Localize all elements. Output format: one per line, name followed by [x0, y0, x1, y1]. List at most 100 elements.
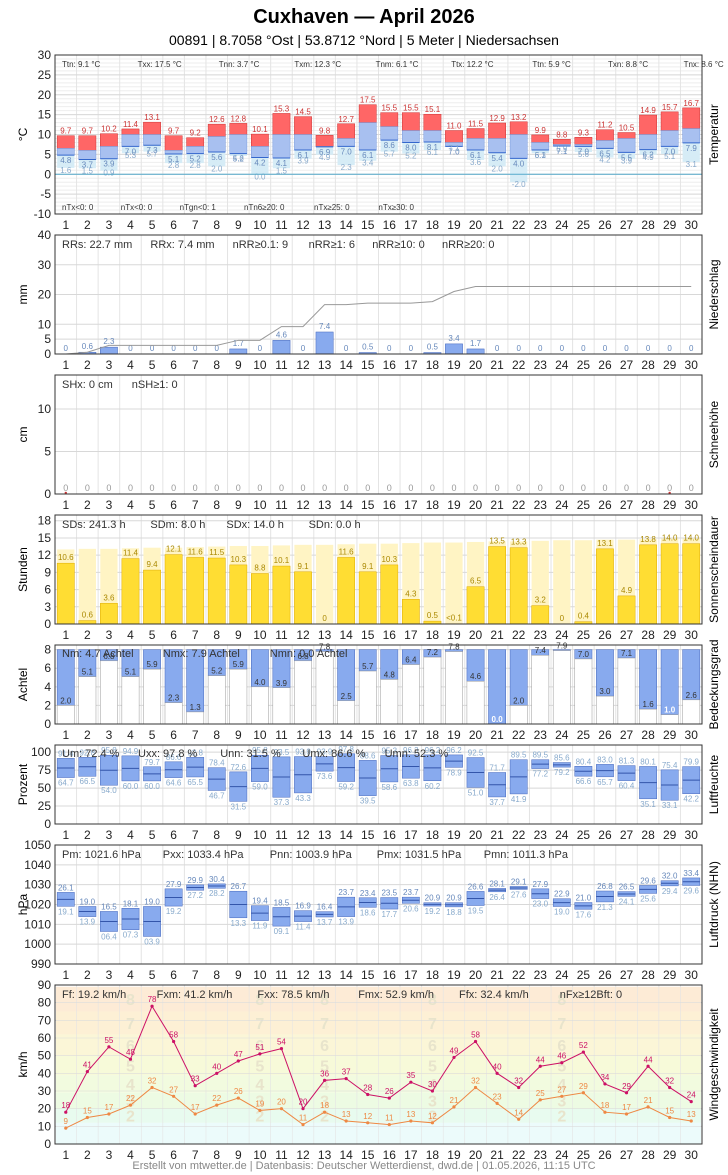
wind-point-fx	[430, 1089, 435, 1093]
tx-value-label: 12.7	[338, 115, 354, 124]
bar-sd	[337, 557, 356, 625]
x-tick-label: 4	[127, 728, 134, 742]
wind-value-label: 34	[600, 1073, 609, 1082]
stat-label: Pxx: 1033.4 hPa	[163, 849, 245, 861]
tn-value-label: 4.0	[513, 159, 525, 168]
y-tick-label: 10	[38, 128, 52, 142]
beaufort-label: 3	[320, 1094, 329, 1111]
rr-sum-line	[65, 285, 692, 355]
beaufort-label: 8	[320, 992, 329, 1009]
x-tick-label: 5	[149, 1148, 156, 1162]
stat-label: nTn6≥20: 0	[244, 203, 285, 212]
wind-value-label: 26	[385, 1087, 394, 1096]
x-tick-label: 11	[275, 968, 288, 982]
x-tick-label: 30	[685, 358, 699, 372]
px-value-label: 22.9	[554, 890, 570, 899]
y-tick-label: 10	[38, 317, 52, 331]
x-tick-label: 1	[62, 218, 69, 232]
stat-label: nRR≥0.1: 9	[233, 239, 289, 251]
y-tick-label: 20	[38, 88, 52, 102]
tgn-value-label: 2.3	[341, 163, 353, 172]
x-tick-label: 22	[512, 728, 526, 742]
x-tick-label: 22	[512, 218, 526, 232]
x-tick-label: 28	[641, 828, 655, 842]
x-tick-label: 27	[620, 218, 634, 232]
y-tick-label: 990	[31, 957, 51, 971]
y-tick-label: 0	[44, 717, 51, 731]
bar-tn	[100, 158, 118, 171]
tgn-value-label: 5.3	[535, 151, 547, 160]
cloud-value-label: 2.0	[513, 696, 525, 705]
stat-label: SDs: 241.3 h	[62, 519, 126, 531]
wind-point-fx	[128, 1057, 133, 1061]
x-tick-label: 4	[127, 968, 134, 982]
pn-value-label: 19.1	[58, 907, 74, 916]
rr-value-label: 1.7	[470, 339, 482, 348]
wind-value-label: 52	[579, 1041, 588, 1050]
rr-value-label: 0.5	[427, 343, 439, 352]
cloud-value-label: 5.1	[82, 668, 94, 677]
x-tick-label: 17	[404, 1148, 418, 1162]
wind-point-fx	[409, 1080, 413, 1084]
x-tick-label: 26	[598, 498, 612, 512]
tx-value-label: 15.7	[662, 103, 678, 112]
x-tick-label: 10	[253, 968, 267, 982]
bar-tm	[207, 136, 226, 153]
bar-clear-sky	[574, 658, 593, 725]
x-tick-label: 21	[490, 968, 504, 982]
pn-value-label: 21.3	[597, 903, 613, 912]
tgn-value-label: 3.4	[362, 159, 374, 168]
wind-point-ff	[322, 1110, 327, 1114]
x-tick-label: 26	[598, 218, 612, 232]
x-tick-label: 26	[598, 358, 612, 372]
px-value-label: 29.1	[511, 877, 527, 886]
bar-tx	[488, 122, 506, 139]
x-tick-label: 2	[84, 728, 91, 742]
x-tick-label: 7	[192, 628, 199, 642]
x-tick-label: 17	[404, 498, 418, 512]
tn-value-label: 6.2	[643, 151, 655, 160]
tx-value-label: 15.1	[425, 105, 441, 114]
wind-value-label: 21	[644, 1096, 653, 1105]
un-value-label: 35.1	[640, 800, 656, 809]
bar-rr	[466, 348, 485, 355]
pn-value-label: 29.6	[683, 886, 699, 895]
x-tick-label: 28	[641, 628, 655, 642]
tx-value-label: 12.6	[209, 115, 225, 124]
y-tick-label: 5	[44, 332, 51, 346]
x-tick-label: 30	[685, 218, 699, 232]
x-tick-label: 5	[149, 968, 156, 982]
px-value-label: 23.7	[403, 888, 419, 897]
wind-point-fx	[172, 1039, 176, 1044]
wind-value-label: 22	[212, 1094, 221, 1103]
bar-sd	[229, 564, 248, 625]
page-title: Cuxhaven — April 2026	[253, 6, 475, 28]
sh-value-label: 0	[85, 483, 90, 493]
px-value-label: 26.8	[597, 882, 613, 891]
x-tick-label: 6	[170, 828, 177, 842]
x-tick-label: 18	[426, 1148, 440, 1162]
x-tick-label: 9	[235, 218, 242, 232]
un-value-label: 59.0	[252, 783, 268, 792]
tx-value-label: 9.3	[578, 128, 590, 137]
pn-value-label: 09.1	[274, 927, 290, 936]
bar-clear-sky	[229, 668, 248, 725]
rr-value-label: 0	[150, 344, 155, 353]
bar-rr	[315, 331, 334, 355]
rr-value-label: 0	[258, 344, 263, 353]
cloud-value-label: 7.1	[621, 649, 633, 658]
cloud-value-label: 5.2	[211, 667, 223, 676]
wind-point-ff	[646, 1105, 650, 1109]
bar-tm	[337, 138, 356, 147]
stat-label: Txn: 8.8 °C	[608, 60, 648, 69]
wind-value-label: 48	[126, 1048, 135, 1057]
y-tick-label: 90	[38, 978, 52, 992]
x-tick-label: 17	[404, 828, 418, 842]
x-tick-label: 10	[253, 828, 267, 842]
wind-point-ff	[85, 1115, 89, 1120]
y-tick-label: 1020	[24, 898, 51, 912]
x-tick-label: 1	[62, 358, 69, 372]
bar-sd	[272, 565, 291, 625]
bar-tn	[596, 148, 614, 158]
tx-value-label: 16.7	[683, 99, 699, 108]
